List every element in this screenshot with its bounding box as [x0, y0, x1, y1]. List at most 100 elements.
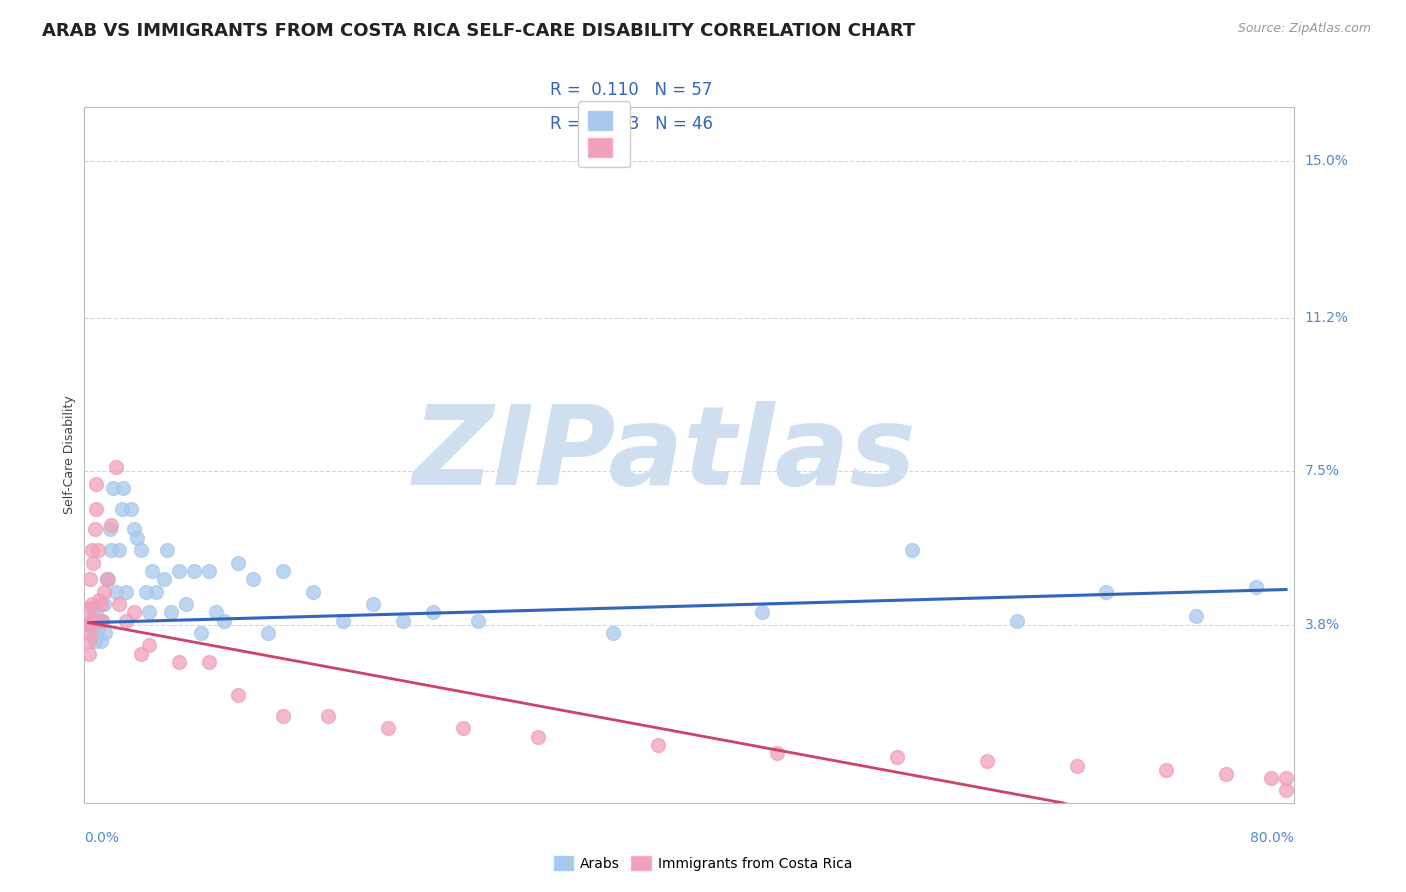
Point	[86, 626, 108, 640]
Point	[302, 584, 325, 599]
Point	[138, 639, 160, 653]
Point	[152, 572, 174, 586]
Point	[332, 614, 354, 628]
Point	[156, 543, 179, 558]
Point	[80, 543, 103, 558]
Point	[1275, 771, 1298, 785]
Text: 7.5%: 7.5%	[1305, 465, 1340, 478]
Point	[86, 477, 108, 491]
Point	[1244, 581, 1267, 595]
Point	[100, 518, 122, 533]
Legend: Arabs, Immigrants from Costa Rica: Arabs, Immigrants from Costa Rica	[548, 850, 858, 876]
Point	[86, 501, 108, 516]
Point	[80, 597, 103, 611]
Text: ARAB VS IMMIGRANTS FROM COSTA RICA SELF-CARE DISABILITY CORRELATION CHART: ARAB VS IMMIGRANTS FROM COSTA RICA SELF-…	[42, 22, 915, 40]
Point	[93, 597, 115, 611]
Point	[77, 617, 100, 632]
Point	[79, 614, 101, 628]
Point	[100, 543, 122, 558]
Point	[422, 605, 444, 619]
Point	[94, 626, 117, 640]
Point	[190, 626, 212, 640]
Point	[82, 556, 104, 570]
Text: R = -0.103   N = 46: R = -0.103 N = 46	[550, 115, 713, 134]
Point	[97, 572, 120, 586]
Point	[87, 622, 110, 636]
Point	[273, 708, 295, 723]
Point	[392, 614, 415, 628]
Point	[1185, 609, 1208, 624]
Point	[527, 730, 550, 744]
Text: 3.8%: 3.8%	[1305, 618, 1340, 632]
Text: 15.0%: 15.0%	[1305, 154, 1348, 168]
Point	[751, 605, 773, 619]
Point	[107, 543, 129, 558]
Y-axis label: Self-Care Disability: Self-Care Disability	[63, 395, 76, 515]
Point	[1005, 614, 1028, 628]
Point	[766, 746, 789, 760]
Point	[77, 601, 100, 615]
Point	[212, 614, 235, 628]
Point	[145, 584, 167, 599]
Point	[174, 597, 197, 611]
Point	[1156, 763, 1178, 777]
Point	[98, 523, 121, 537]
Point	[197, 564, 219, 578]
Text: 0.0%: 0.0%	[84, 830, 120, 845]
Point	[82, 614, 104, 628]
Point	[91, 614, 114, 628]
Point	[120, 501, 142, 516]
Point	[647, 738, 669, 752]
Point	[316, 708, 339, 723]
Point	[83, 523, 105, 537]
Text: 11.2%: 11.2%	[1305, 311, 1348, 326]
Point	[242, 572, 264, 586]
Point	[89, 614, 111, 628]
Point	[451, 721, 474, 735]
Point	[122, 605, 145, 619]
Point	[112, 481, 135, 495]
Point	[1066, 758, 1088, 772]
Point	[101, 481, 124, 495]
Point	[79, 617, 101, 632]
Point	[107, 597, 129, 611]
Point	[77, 634, 100, 648]
Point	[141, 564, 163, 578]
Point	[228, 556, 250, 570]
Point	[91, 614, 114, 628]
Point	[160, 605, 183, 619]
Point	[90, 634, 112, 648]
Point	[80, 614, 103, 628]
Point	[976, 755, 998, 769]
Point	[377, 721, 399, 735]
Point	[90, 597, 112, 611]
Point	[79, 626, 101, 640]
Point	[89, 593, 111, 607]
Point	[1095, 584, 1118, 599]
Point	[135, 584, 157, 599]
Point	[167, 564, 190, 578]
Point	[115, 584, 138, 599]
Point	[886, 750, 908, 764]
Point	[77, 647, 100, 661]
Point	[79, 572, 101, 586]
Point	[167, 655, 190, 669]
Point	[1260, 771, 1282, 785]
Point	[86, 605, 108, 619]
Point	[125, 531, 148, 545]
Point	[205, 605, 228, 619]
Point	[93, 584, 115, 599]
Point	[273, 564, 295, 578]
Point	[901, 543, 924, 558]
Point	[82, 601, 104, 615]
Text: 80.0%: 80.0%	[1250, 830, 1294, 845]
Point	[228, 688, 250, 702]
Point	[111, 501, 134, 516]
Point	[122, 523, 145, 537]
Point	[361, 597, 384, 611]
Text: Source: ZipAtlas.com: Source: ZipAtlas.com	[1237, 22, 1371, 36]
Point	[197, 655, 219, 669]
Point	[87, 543, 110, 558]
Point	[257, 626, 280, 640]
Point	[83, 634, 105, 648]
